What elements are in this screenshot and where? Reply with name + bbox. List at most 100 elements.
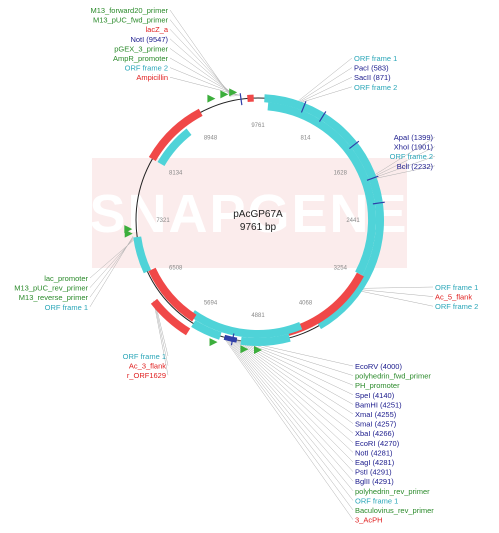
- label-orf-frame-2: ORF frame 2: [390, 152, 433, 161]
- label-noti-9547: NotI (9547): [130, 35, 168, 44]
- leader-line: [224, 337, 354, 511]
- leader-line: [235, 339, 354, 424]
- orf-frame-2-left-arc: [157, 128, 192, 167]
- leader-line: [228, 338, 354, 482]
- leader-line: [242, 340, 354, 376]
- label-ac-5-flank: Ac_5_flank: [435, 293, 472, 302]
- tick-label: 5694: [204, 300, 218, 306]
- leader-line: [375, 146, 436, 176]
- orf-frame-1-left-arc: [133, 236, 152, 274]
- label-orf-frame-1: ORF frame 1: [435, 283, 478, 292]
- sacii-site: [318, 111, 327, 122]
- tick-label: 9761: [251, 123, 265, 129]
- paci-site: [300, 101, 307, 113]
- label-xmai-4255: XmaI (4255): [355, 410, 397, 419]
- label-orf-frame-2: ORF frame 2: [125, 64, 168, 73]
- noti-9547-site: [239, 93, 243, 106]
- leader-line: [169, 57, 238, 96]
- tick-label: 2441: [346, 218, 360, 224]
- leader-line: [89, 236, 134, 307]
- watermark-text: SNAPGENE: [89, 184, 408, 244]
- leader-line: [169, 38, 235, 97]
- label-baculovirus-rev-primer: Baculovirus_rev_primer: [355, 506, 434, 515]
- label-ac-3-flank: Ac_3_flank: [129, 362, 166, 371]
- ac-3-flank-arc: [150, 298, 191, 336]
- mcs-arc: [223, 334, 238, 343]
- leader-line: [226, 337, 354, 491]
- label-orf-frame-2: ORF frame 2: [435, 302, 478, 311]
- apai-site: [349, 140, 360, 150]
- baculovirus-primer-marker: [254, 346, 262, 354]
- label-paci-583: PacI (583): [354, 64, 389, 73]
- tick-label: 3254: [334, 266, 348, 272]
- label-3-acph: 3_AcPH: [355, 516, 383, 525]
- leader-line: [376, 155, 436, 178]
- label-spei-4140: SpeI (4140): [355, 391, 395, 400]
- leader-line: [230, 338, 354, 463]
- leader-line: [155, 302, 169, 357]
- label-bcli-2232: BclI (2232): [397, 162, 434, 171]
- tick-label: 7321: [156, 218, 170, 224]
- label-smai-4257: SmaI (4257): [355, 420, 397, 429]
- leader-line: [225, 337, 354, 501]
- tick-label: 814: [300, 136, 311, 142]
- plasmid-name: pAcGP67A: [233, 209, 283, 220]
- polyhedrin-region-arc: [240, 333, 291, 346]
- orf-frame-2-arc: [267, 102, 376, 276]
- label-m13-reverse-primer: M13_reverse_primer: [19, 293, 89, 302]
- label-apai-1399: ApaI (1399): [394, 133, 434, 142]
- plasmid-size: 9761 bp: [240, 222, 277, 233]
- leader-line: [375, 136, 436, 175]
- m13-reverse-primer-marker: [124, 225, 133, 234]
- feature-arcs: [124, 88, 384, 354]
- pgex-primer-marker: [229, 88, 238, 97]
- label-noti-4281: NotI (4281): [355, 448, 393, 457]
- leader-line: [240, 340, 354, 386]
- leader-line: [302, 86, 353, 103]
- leader-line: [357, 290, 434, 307]
- label-lacz-a: lacZ_a: [145, 25, 168, 34]
- orf-frame-1-arc: [264, 94, 384, 330]
- leader-line: [169, 48, 237, 97]
- label-r-orf1629: r_ORF1629: [127, 371, 166, 380]
- leader-line: [231, 339, 354, 453]
- label-ecorv-4000: EcoRV (4000): [355, 362, 402, 371]
- leader-line: [298, 57, 353, 101]
- leader-line: [299, 67, 353, 102]
- leader-line: [153, 300, 169, 376]
- tick-label: 8948: [204, 136, 218, 142]
- polyhedrin-primer-marker: [209, 338, 218, 347]
- label-ph-promoter: PH_promoter: [355, 381, 400, 390]
- label-orf-frame-1: ORF frame 1: [45, 303, 88, 312]
- leader-line: [169, 76, 241, 96]
- label-m13-puc-rev-primer: M13_pUC_rev_primer: [14, 284, 88, 293]
- leader-line: [223, 336, 354, 520]
- leader-line: [169, 29, 234, 97]
- tick-label: 6508: [169, 266, 183, 272]
- leader-line: [229, 338, 354, 472]
- xhoi-site: [366, 175, 379, 181]
- m13-forward-primer-marker: [220, 90, 229, 99]
- label-polyhedrin-rev-primer: polyhedrin_rev_primer: [355, 487, 430, 496]
- bcli-site: [372, 201, 385, 205]
- label-orf-frame-1: ORF frame 1: [354, 54, 397, 63]
- label-bglii-4291: BglII (4291): [355, 477, 394, 486]
- label-m13-puc-fwd-primer: M13_pUC_fwd_primer: [93, 16, 169, 25]
- tick-label: 1628: [334, 171, 348, 177]
- orf-frame-2-lower-arc: [190, 310, 303, 339]
- label-xbai-4266: XbaI (4266): [355, 429, 395, 438]
- tick-label: 4881: [251, 313, 265, 319]
- leader-line: [300, 76, 353, 102]
- leader-line: [233, 339, 354, 443]
- position-ticks: 9761 814 1628 2441 3254 4068 4881 5694 6508 7321 8…: [156, 123, 360, 319]
- feature-labels: M13_forward20_primerM13_pUC_fwd_primerla…: [14, 6, 478, 525]
- label-xhoi-1901: XhoI (1901): [394, 143, 434, 152]
- label-orf-frame-1: ORF frame 1: [123, 352, 166, 361]
- label-polyhedrin-fwd-primer: polyhedrin_fwd_primer: [355, 372, 431, 381]
- restriction-site-marks: [230, 93, 385, 346]
- leader-line: [154, 301, 169, 366]
- label-ampr-promoter: AmpR_promoter: [113, 54, 169, 63]
- leader-line: [234, 339, 354, 434]
- label-psti-4291: PstI (4291): [355, 468, 392, 477]
